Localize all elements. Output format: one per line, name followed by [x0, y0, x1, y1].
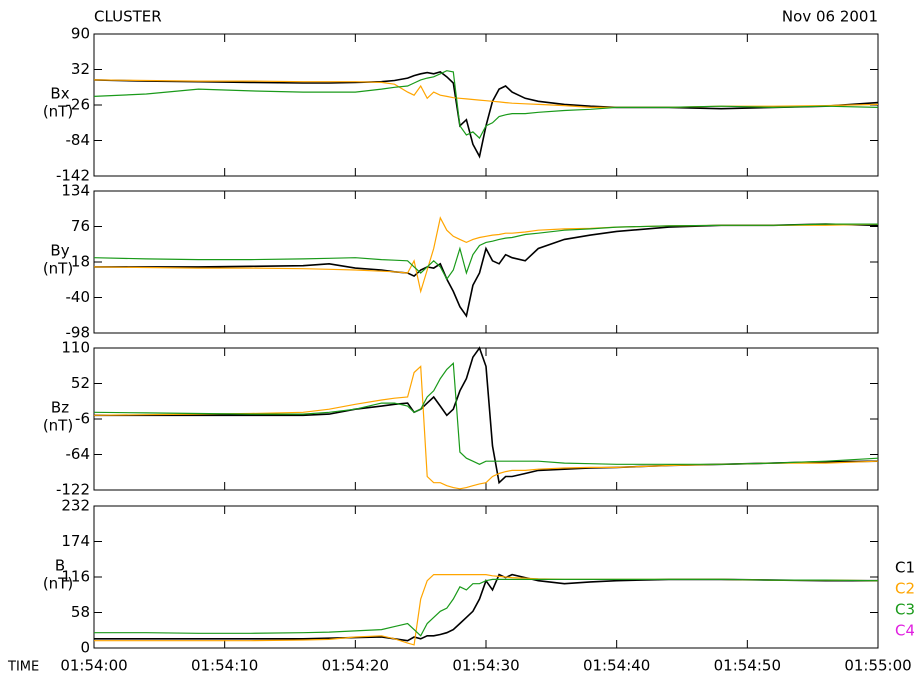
- y-tick-label: 18: [71, 253, 90, 271]
- chart-title: CLUSTER: [94, 8, 162, 26]
- plot-frame: [93, 505, 879, 649]
- y-tick-label: 52: [71, 374, 90, 392]
- legend-label: C1: [895, 559, 914, 577]
- y-tick-label: -142: [56, 167, 90, 185]
- x-tick-label: 01:55:00: [844, 657, 911, 675]
- data-line: [94, 346, 879, 485]
- y-label: Bx: [50, 85, 69, 103]
- y-tick-label: -98: [66, 324, 91, 342]
- y-tick-label: 232: [61, 497, 90, 515]
- plot-frame: [93, 33, 879, 177]
- data-line: [93, 71, 879, 159]
- y-tick-label: -40: [66, 288, 91, 306]
- data-line: [93, 365, 879, 490]
- y-tick-label: 116: [61, 568, 90, 586]
- data-line: [93, 216, 879, 294]
- data-line: [94, 578, 879, 637]
- x-tick-label: 01:54:30: [452, 657, 519, 675]
- y-label: B: [55, 557, 65, 575]
- data-line: [93, 362, 879, 465]
- y-unit: (nT): [43, 575, 73, 593]
- x-label: TIME: [7, 660, 39, 675]
- plot-frame: [93, 190, 879, 334]
- y-tick-label: 134: [61, 182, 90, 200]
- y-unit: (nT): [43, 417, 73, 435]
- data-line: [94, 223, 879, 318]
- y-tick-label: -26: [66, 96, 91, 114]
- legend-label: C2: [895, 580, 914, 598]
- y-tick-label: 32: [71, 60, 90, 78]
- x-tick-label: 01:54:50: [714, 657, 781, 675]
- y-tick-label: 174: [61, 532, 90, 550]
- x-tick-label: 01:54:20: [322, 657, 389, 675]
- y-tick-label: 0: [80, 639, 90, 657]
- y-label: Bz: [51, 399, 69, 417]
- data-line: [94, 573, 878, 642]
- y-tick-label: -64: [66, 445, 91, 463]
- x-tick-label: 01:54:10: [191, 657, 258, 675]
- y-tick-label: -122: [56, 481, 90, 499]
- data-line: [94, 574, 879, 646]
- data-line: [93, 70, 879, 140]
- date-label: Nov 06 2001: [782, 8, 878, 26]
- y-tick-label: 58: [71, 603, 90, 621]
- legend-label: C3: [895, 601, 914, 619]
- y-tick-label: 90: [71, 25, 90, 43]
- y-tick-label: 110: [61, 339, 90, 357]
- x-tick-label: 01:54:00: [60, 657, 127, 675]
- y-tick-label: 76: [71, 217, 90, 235]
- data-line: [93, 79, 879, 108]
- y-unit: (nT): [43, 260, 73, 278]
- y-tick-label: -6: [75, 410, 90, 428]
- y-tick-label: -84: [66, 131, 91, 149]
- data-line: [93, 223, 878, 281]
- x-tick-label: 01:54:40: [583, 657, 650, 675]
- legend-label: C4: [895, 622, 914, 640]
- y-label: By: [50, 242, 69, 260]
- y-unit: (nT): [43, 103, 73, 121]
